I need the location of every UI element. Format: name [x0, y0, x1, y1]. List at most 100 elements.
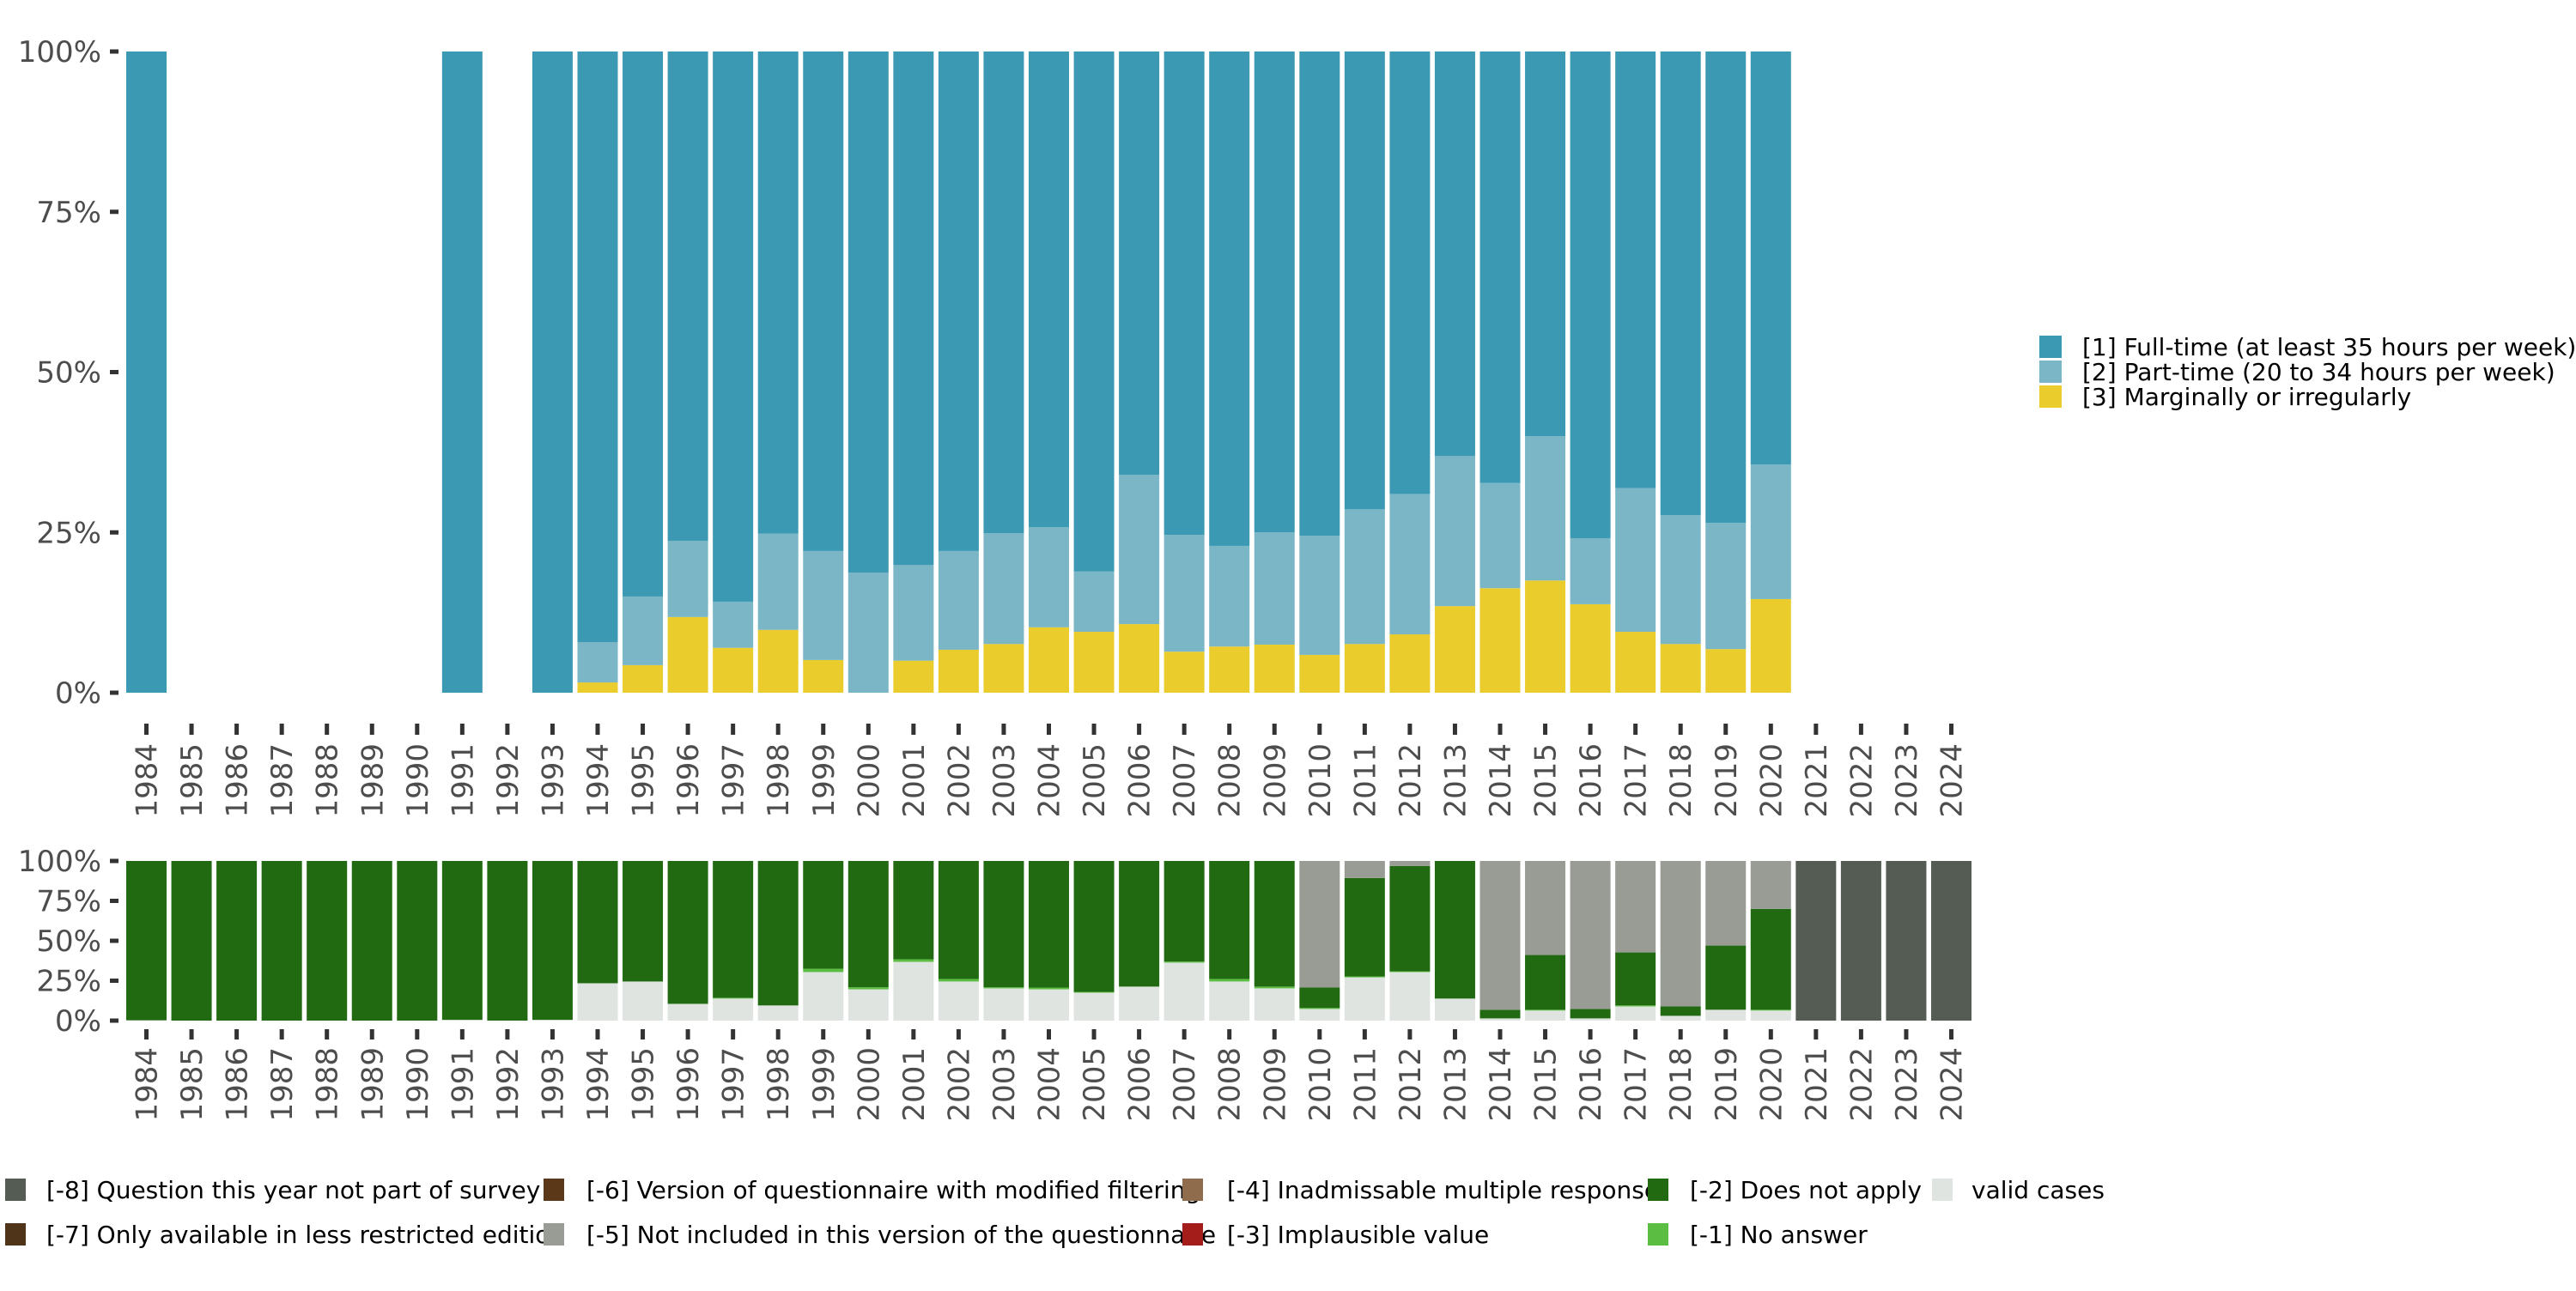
- bar-segment-2002-series-2: [939, 861, 979, 979]
- bar-segment-2003-series-1: [983, 533, 1024, 644]
- bar-segment-1999-series-0: [803, 972, 843, 1021]
- bar-segment-2005-series-1: [1074, 572, 1115, 632]
- bar-segment-2019-series-0: [1705, 649, 1746, 693]
- bar-segment-2020-series-1: [1751, 464, 1791, 599]
- x-tick-label: 2023: [1890, 743, 1924, 818]
- bar-segment-2018-series-2: [1661, 52, 1701, 515]
- bar-segment-1999-series-2: [803, 52, 843, 551]
- bar-segment-1991-series-0: [442, 1020, 483, 1021]
- x-tick-label: 2017: [1619, 1047, 1654, 1122]
- bar-segment-1993-series-2: [532, 861, 573, 1020]
- top-bars: [126, 52, 1791, 693]
- bar-segment-1997-series-1: [713, 602, 753, 648]
- bar-segment-1991-series-2: [442, 861, 483, 1020]
- bar-segment-2016-series-2: [1571, 52, 1611, 538]
- bar-segment-2017-series-1: [1615, 488, 1656, 632]
- x-tick-label: 1999: [807, 743, 841, 818]
- legend-swatch-icon: [544, 1223, 564, 1246]
- x-tick-label: 2005: [1078, 1047, 1112, 1122]
- legend-swatch-icon: [2039, 385, 2062, 408]
- bar-segment-2011-series-0: [1345, 978, 1385, 1021]
- x-tick-label: 2009: [1258, 1047, 1292, 1122]
- bar-segment-2014-series-3: [1480, 861, 1521, 1009]
- legend-label: [-2] Does not apply: [1690, 1176, 1922, 1204]
- x-tick-label: 1985: [175, 743, 210, 818]
- bar-segment-2002-series-0: [939, 650, 979, 693]
- y-tick-label: 25%: [36, 965, 101, 999]
- y-tick-label: 0%: [55, 1004, 101, 1039]
- bar-segment-2013-series-1: [1435, 456, 1475, 606]
- x-tick-label: 2012: [1394, 1047, 1428, 1122]
- bar-segment-2008-series-1: [1209, 979, 1249, 981]
- bar-segment-1996-series-0: [668, 1003, 708, 1021]
- bar-segment-2003-series-1: [983, 987, 1024, 988]
- x-tick-label: 2010: [1303, 743, 1338, 818]
- bar-segment-2013-series-2: [1435, 861, 1475, 998]
- bar-segment-2003-series-2: [983, 52, 1024, 533]
- bar-segment-2019-series-0: [1705, 1009, 1746, 1021]
- x-tick-label: 1994: [581, 1047, 616, 1122]
- bar-segment-2012-series-1: [1389, 494, 1430, 634]
- bar-segment-1989-series-2: [352, 861, 392, 1021]
- x-tick-label: 2015: [1529, 1047, 1564, 1122]
- bar-segment-2007-series-1: [1164, 961, 1205, 962]
- x-tick-label: 2024: [1935, 1047, 1970, 1122]
- x-tick-label: 1989: [355, 1047, 390, 1122]
- bar-segment-2004-series-2: [1029, 52, 1069, 527]
- bar-segment-1998-series-2: [758, 861, 799, 1005]
- bar-segment-1996-series-1: [668, 541, 708, 617]
- x-tick-label: 2001: [897, 1047, 932, 1122]
- bar-segment-2016-series-3: [1571, 861, 1611, 1009]
- x-tick-label: 2005: [1078, 743, 1112, 818]
- bar-segment-2005-series-2: [1074, 861, 1115, 992]
- bar-segment-1994-series-1: [578, 642, 618, 682]
- bar-segment-2012-series-0: [1389, 972, 1430, 1021]
- bar-segment-2016-series-2: [1571, 1009, 1611, 1018]
- x-tick-label: 2019: [1710, 1047, 1744, 1122]
- bar-segment-2019-series-2: [1705, 946, 1746, 1010]
- bar-segment-2011-series-2: [1345, 52, 1385, 509]
- legend-label: valid cases: [1971, 1176, 2105, 1204]
- x-tick-label: 1991: [446, 743, 480, 818]
- bar-segment-1988-series-2: [307, 861, 347, 1021]
- x-tick-label: 1996: [671, 743, 706, 818]
- bar-segment-2004-series-0: [1029, 627, 1069, 693]
- bar-segment-2017-series-0: [1615, 1006, 1656, 1021]
- bar-segment-2010-series-1: [1299, 1008, 1340, 1009]
- x-tick-label: 2021: [1800, 1047, 1834, 1122]
- bar-segment-1999-series-0: [803, 660, 843, 693]
- bar-segment-2020-series-2: [1751, 909, 1791, 1010]
- legend-label: [-5] Not included in this version of the…: [586, 1221, 1216, 1249]
- bar-segment-2020-series-3: [1751, 861, 1791, 909]
- bar-segment-2000-series-2: [848, 52, 889, 573]
- bar-segment-2005-series-0: [1074, 992, 1115, 1021]
- bar-segment-1998-series-1: [758, 534, 799, 630]
- x-tick-label: 2003: [987, 1047, 1022, 1122]
- bar-segment-2001-series-1: [893, 960, 933, 962]
- bar-segment-2006-series-1: [1119, 475, 1159, 624]
- x-tick-label: 2023: [1890, 1047, 1924, 1122]
- bar-segment-2009-series-0: [1255, 988, 1295, 1021]
- bar-segment-1994-series-2: [578, 52, 618, 642]
- bar-segment-2020-series-1: [1751, 1009, 1791, 1010]
- x-tick-label: 1993: [536, 743, 570, 818]
- bar-segment-1995-series-2: [623, 52, 663, 597]
- bar-segment-2010-series-2: [1299, 987, 1340, 1008]
- bar-segment-2000-series-1: [848, 987, 889, 989]
- bar-segment-1997-series-2: [713, 861, 753, 997]
- bar-segment-2004-series-0: [1029, 990, 1069, 1021]
- legend-label: [-1] No answer: [1690, 1221, 1868, 1249]
- legend-swatch-icon: [1648, 1223, 1668, 1246]
- bar-segment-1999-series-2: [803, 861, 843, 969]
- bar-segment-2015-series-0: [1525, 580, 1565, 693]
- bar-segment-2024-series-4: [1931, 861, 1971, 1021]
- bar-segment-2017-series-2: [1615, 953, 1656, 1006]
- y-tick-label: 75%: [36, 196, 101, 230]
- bar-segment-2019-series-3: [1705, 861, 1746, 946]
- x-tick-label: 1995: [627, 743, 661, 818]
- bar-segment-2009-series-1: [1255, 532, 1295, 645]
- legend-swatch-icon: [1932, 1179, 1953, 1201]
